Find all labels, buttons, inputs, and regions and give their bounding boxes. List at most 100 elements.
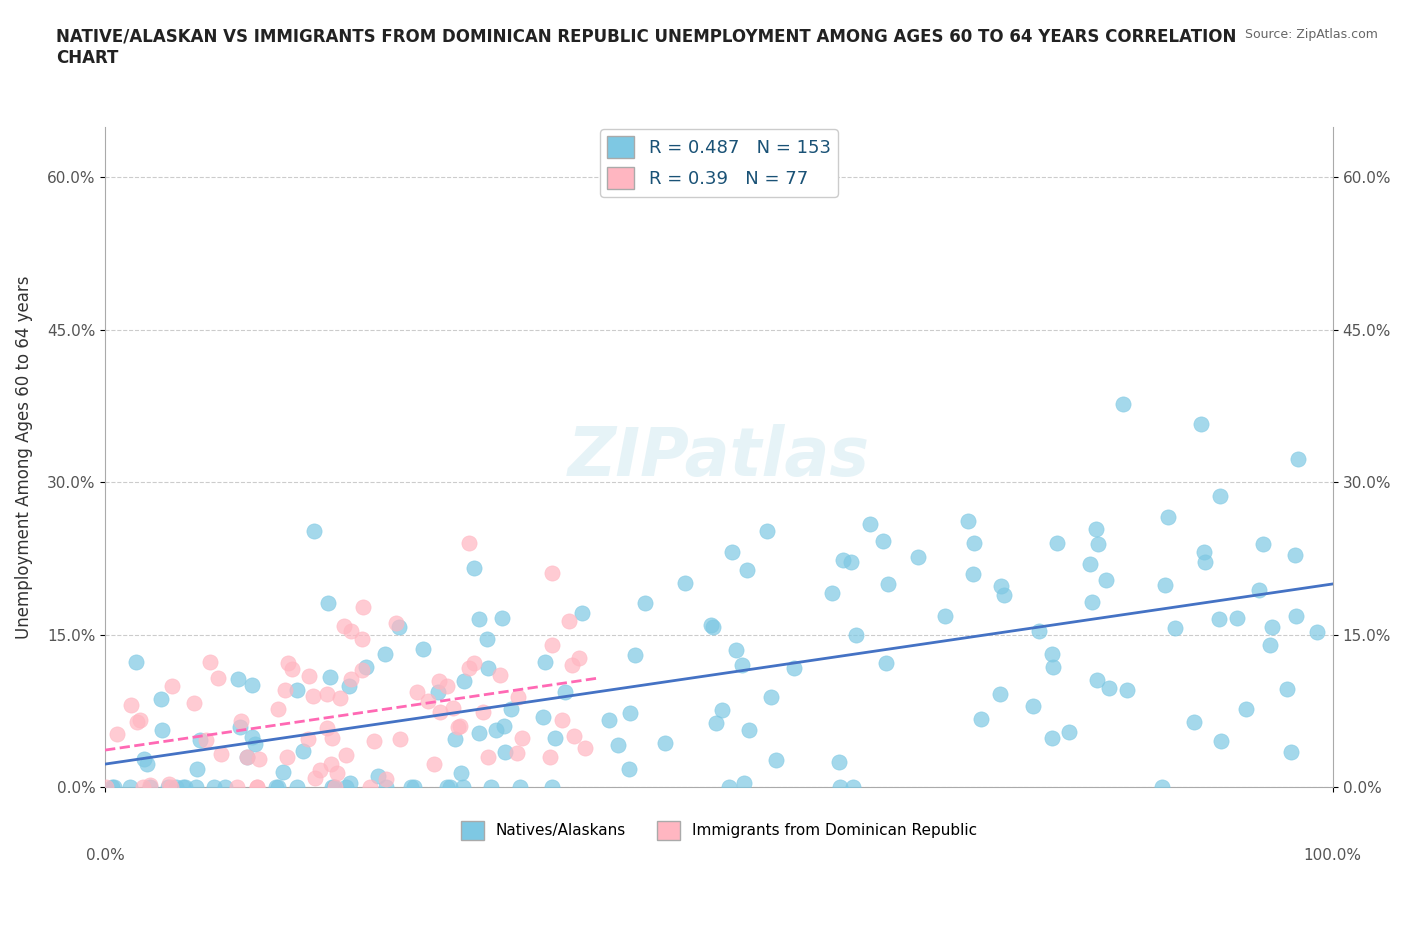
Point xyxy=(226,671,249,686)
Point xyxy=(127,714,149,729)
Point xyxy=(458,661,481,676)
Point xyxy=(229,714,252,729)
Point xyxy=(1182,714,1205,729)
Point xyxy=(443,700,465,715)
Point xyxy=(136,756,159,771)
Point xyxy=(1192,545,1215,560)
Point xyxy=(188,733,211,748)
Point xyxy=(131,780,153,795)
Point xyxy=(1247,583,1270,598)
Point xyxy=(209,746,232,761)
Point xyxy=(229,720,252,735)
Point xyxy=(963,536,986,551)
Point xyxy=(449,718,471,733)
Point xyxy=(274,683,297,698)
Point xyxy=(477,660,499,675)
Point xyxy=(505,745,527,760)
Point xyxy=(488,668,510,683)
Point xyxy=(765,753,787,768)
Point xyxy=(721,545,744,560)
Point xyxy=(842,780,865,795)
Point xyxy=(832,552,855,567)
Point xyxy=(501,702,523,717)
Point xyxy=(654,736,676,751)
Text: NATIVE/ALASKAN VS IMMIGRANTS FROM DOMINICAN REPUBLIC UNEMPLOYMENT AMONG AGES 60 : NATIVE/ALASKAN VS IMMIGRANTS FROM DOMINI… xyxy=(56,28,1237,67)
Point xyxy=(451,780,474,795)
Point xyxy=(1226,611,1249,626)
Point xyxy=(318,595,340,610)
Point xyxy=(337,679,360,694)
Point xyxy=(1116,683,1139,698)
Point xyxy=(321,731,343,746)
Point xyxy=(568,651,591,666)
Point xyxy=(276,750,298,764)
Point xyxy=(1208,611,1230,626)
Point xyxy=(993,587,1015,602)
Point xyxy=(1275,682,1298,697)
Point xyxy=(436,678,458,693)
Point xyxy=(1251,536,1274,551)
Point xyxy=(1028,623,1050,638)
Point xyxy=(477,750,499,764)
Point xyxy=(494,744,516,759)
Point xyxy=(1111,396,1133,411)
Point xyxy=(859,517,882,532)
Point xyxy=(1150,780,1173,795)
Point xyxy=(352,662,374,677)
Point xyxy=(540,780,562,795)
Point xyxy=(174,780,197,795)
Point xyxy=(443,732,465,747)
Point xyxy=(571,605,593,620)
Point xyxy=(207,671,229,685)
Point xyxy=(619,762,641,777)
Point xyxy=(1046,536,1069,551)
Legend: Natives/Alaskans, Immigrants from Dominican Republic: Natives/Alaskans, Immigrants from Domini… xyxy=(454,815,983,846)
Point xyxy=(439,780,461,795)
Point xyxy=(561,658,583,672)
Point xyxy=(332,619,354,634)
Point xyxy=(172,780,194,795)
Point xyxy=(619,706,641,721)
Point xyxy=(828,779,851,794)
Point xyxy=(139,780,162,795)
Point xyxy=(367,768,389,783)
Point xyxy=(326,765,349,780)
Point xyxy=(436,780,458,795)
Point xyxy=(1040,646,1063,661)
Point xyxy=(427,684,450,699)
Point xyxy=(531,710,554,724)
Point xyxy=(194,732,217,747)
Point xyxy=(267,701,290,716)
Point xyxy=(828,754,851,769)
Point xyxy=(339,776,361,790)
Point xyxy=(335,748,357,763)
Point xyxy=(471,705,494,720)
Point xyxy=(304,524,326,538)
Point xyxy=(1285,608,1308,623)
Point xyxy=(388,620,411,635)
Point xyxy=(1164,620,1187,635)
Point xyxy=(389,731,412,746)
Point xyxy=(285,683,308,698)
Point xyxy=(316,686,339,701)
Point xyxy=(735,563,758,578)
Point xyxy=(733,776,755,790)
Point xyxy=(202,780,225,795)
Point xyxy=(562,728,585,743)
Point xyxy=(339,623,361,638)
Point xyxy=(551,712,574,727)
Point xyxy=(491,611,513,626)
Point xyxy=(876,577,898,591)
Point xyxy=(165,780,187,795)
Point xyxy=(731,658,754,672)
Point xyxy=(159,777,181,791)
Point xyxy=(319,670,342,684)
Point xyxy=(139,777,162,792)
Point xyxy=(988,686,1011,701)
Point xyxy=(335,780,357,795)
Point xyxy=(845,628,868,643)
Point xyxy=(704,715,727,730)
Point xyxy=(352,600,374,615)
Point xyxy=(159,780,181,795)
Point xyxy=(132,751,155,766)
